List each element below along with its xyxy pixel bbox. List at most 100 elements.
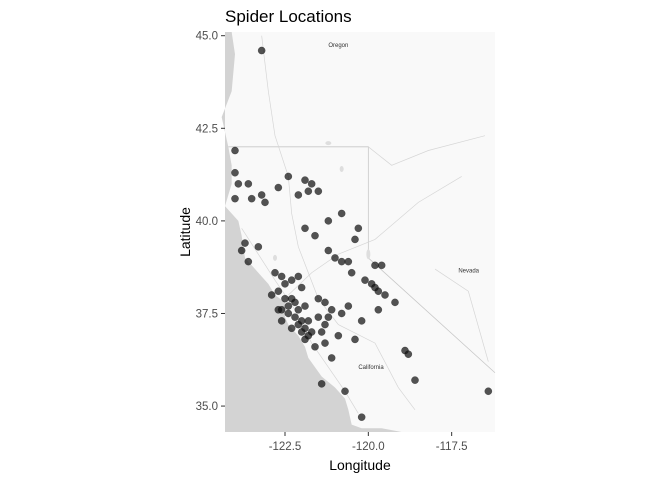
data-point	[314, 313, 323, 321]
y-tick-label: 35.0	[196, 401, 218, 413]
data-point	[337, 209, 346, 218]
data-point	[277, 317, 286, 325]
data-point	[287, 276, 296, 284]
data-point	[337, 257, 346, 266]
y-tick-label: 42.5	[196, 123, 218, 135]
y-axis-label: Latitude	[177, 207, 193, 257]
y-tick-label: 37.5	[196, 308, 218, 320]
data-point	[284, 309, 293, 318]
data-point	[281, 294, 289, 303]
data-point	[331, 254, 339, 262]
data-point	[277, 272, 286, 281]
data-point	[271, 268, 279, 277]
y-tick-label: 40.0	[196, 216, 218, 228]
data-point	[317, 328, 326, 336]
data-point	[261, 198, 269, 207]
data-point	[247, 194, 256, 203]
data-point	[357, 413, 366, 421]
data-point	[231, 168, 239, 177]
data-point	[311, 231, 319, 240]
data-point	[297, 328, 306, 336]
map-label-nevada: Nevada	[458, 269, 479, 275]
data-point	[294, 320, 303, 329]
data-point	[344, 302, 353, 310]
data-point	[351, 335, 359, 344]
data-point	[484, 387, 493, 396]
data-point	[381, 291, 389, 299]
data-point	[244, 257, 253, 266]
data-point	[284, 172, 293, 181]
data-point	[361, 276, 369, 284]
x-axis: -122.5 -120.0 -117.5	[269, 432, 468, 453]
data-point	[304, 187, 313, 196]
x-tick-label: -117.5	[436, 441, 468, 453]
data-point	[337, 309, 346, 318]
data-point	[374, 287, 383, 296]
data-point	[324, 246, 333, 255]
map-label-oregon: Oregon	[328, 43, 348, 49]
data-point	[231, 146, 239, 155]
data-point	[257, 46, 266, 55]
data-point	[347, 268, 356, 277]
data-point	[344, 257, 353, 266]
data-point	[307, 180, 316, 188]
data-point	[374, 305, 383, 314]
ocean-area	[221, 32, 402, 432]
x-tick-label: -122.5	[269, 441, 302, 453]
state-borders	[228, 146, 496, 374]
data-point	[241, 239, 249, 247]
data-point	[257, 191, 266, 199]
data-point	[274, 305, 283, 314]
data-points	[231, 46, 493, 421]
chart-title: Spider Locations	[225, 7, 352, 26]
data-point	[291, 313, 299, 321]
data-point	[274, 287, 283, 296]
data-point	[351, 235, 359, 244]
data-point	[357, 317, 366, 325]
data-point	[321, 320, 329, 329]
data-point	[334, 331, 343, 340]
data-point	[327, 305, 336, 314]
data-point	[314, 187, 323, 196]
data-point	[354, 224, 363, 233]
data-point	[391, 298, 399, 307]
data-point	[324, 313, 333, 321]
data-point	[301, 302, 309, 310]
data-point	[304, 331, 313, 340]
data-point	[291, 298, 299, 307]
data-point	[377, 261, 386, 270]
data-point	[274, 183, 283, 192]
data-point	[304, 317, 313, 325]
data-point	[267, 291, 276, 299]
data-point	[324, 217, 333, 225]
data-point	[341, 387, 349, 396]
x-axis-label: Longitude	[329, 457, 391, 473]
data-point	[301, 176, 309, 184]
data-point	[321, 298, 329, 307]
data-point	[317, 380, 326, 388]
data-point	[234, 180, 243, 188]
data-point	[294, 305, 303, 314]
data-point	[404, 350, 413, 359]
y-axis: 35.0 37.5 40.0 42.5 45.0	[196, 31, 225, 413]
data-point	[244, 180, 253, 188]
data-point	[311, 343, 319, 351]
map-label-california: California	[358, 365, 384, 371]
data-point	[231, 194, 239, 203]
data-point	[314, 294, 323, 303]
data-point	[237, 246, 246, 255]
data-point	[321, 339, 329, 347]
y-tick-label: 45.0	[196, 31, 218, 43]
data-point	[371, 261, 379, 270]
basemap: Oregon Nevada California	[221, 32, 496, 432]
data-point	[254, 243, 263, 251]
data-point	[294, 191, 303, 199]
data-point	[301, 224, 309, 233]
data-point	[284, 302, 293, 310]
data-point	[411, 376, 419, 384]
data-point	[327, 354, 336, 362]
x-tick-label: -120.0	[352, 441, 385, 453]
data-point	[287, 324, 296, 333]
data-point	[281, 280, 289, 288]
